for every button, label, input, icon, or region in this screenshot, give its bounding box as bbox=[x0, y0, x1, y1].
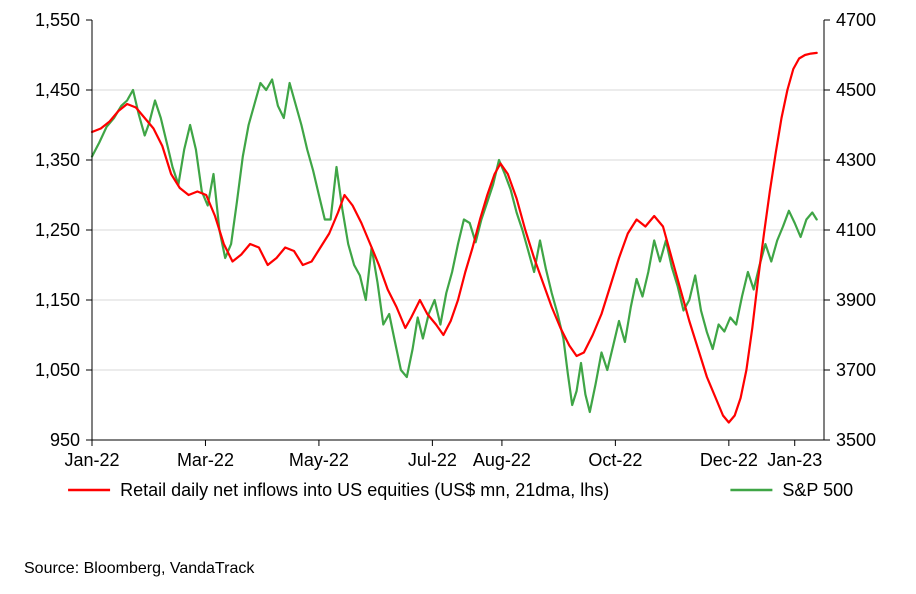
y-right-tick-label: 4300 bbox=[836, 150, 876, 170]
y-right-tick-label: 3500 bbox=[836, 430, 876, 450]
y-right-tick-label: 4700 bbox=[836, 10, 876, 30]
x-tick-label: May-22 bbox=[289, 450, 349, 470]
y-right-tick-label: 4500 bbox=[836, 80, 876, 100]
x-tick-label: Mar-22 bbox=[177, 450, 234, 470]
x-tick-label: Jul-22 bbox=[408, 450, 457, 470]
x-tick-label: Jan-23 bbox=[767, 450, 822, 470]
y-left-tick-label: 1,550 bbox=[35, 10, 80, 30]
chart-container: 950 1,050 1,150 1,250 1,350 1,450 1,550 3500 370… bbox=[0, 0, 916, 594]
source-caption: Source: Bloomberg, VandaTrack bbox=[24, 560, 254, 578]
y-right-tick-label: 3700 bbox=[836, 360, 876, 380]
y-left-tick-label: 950 bbox=[50, 430, 80, 450]
legend-label-retail: Retail daily net inflows into US equitie… bbox=[120, 480, 609, 500]
y-left-tick-label: 1,350 bbox=[35, 150, 80, 170]
y-left-tick-label: 1,150 bbox=[35, 290, 80, 310]
legend-label-sp500: S&P 500 bbox=[782, 480, 853, 500]
x-tick-label: Aug-22 bbox=[473, 450, 531, 470]
x-tick-label: Dec-22 bbox=[700, 450, 758, 470]
x-tick-label: Oct-22 bbox=[588, 450, 642, 470]
y-right-tick-label: 4100 bbox=[836, 220, 876, 240]
y-right-tick-label: 3900 bbox=[836, 290, 876, 310]
y-left-tick-label: 1,050 bbox=[35, 360, 80, 380]
y-left-tick-label: 1,450 bbox=[35, 80, 80, 100]
y-left-tick-label: 1,250 bbox=[35, 220, 80, 240]
dual-axis-line-chart: 950 1,050 1,150 1,250 1,350 1,450 1,550 3500 370… bbox=[0, 0, 916, 594]
x-tick-label: Jan-22 bbox=[64, 450, 119, 470]
